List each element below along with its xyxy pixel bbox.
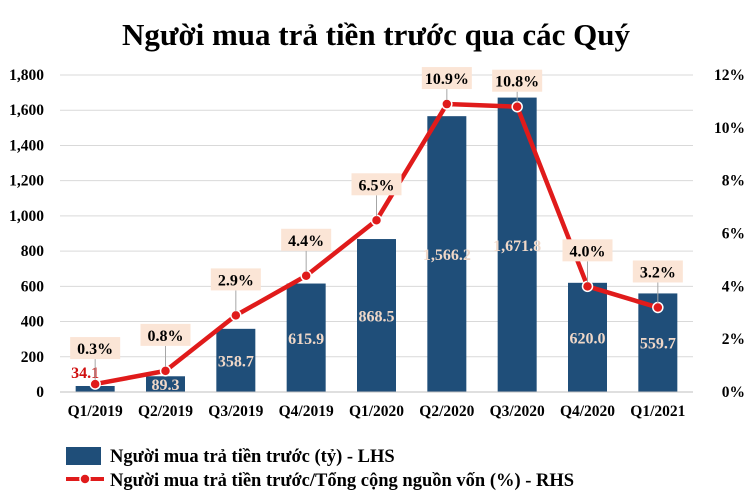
x-tick-label: Q1/2021 [630, 403, 685, 420]
bar [568, 282, 607, 392]
x-tick-label: Q4/2020 [560, 403, 615, 420]
line-data-label-box [70, 337, 121, 360]
line-data-label: 4.4% [288, 233, 324, 250]
line-data-label-box [492, 69, 543, 92]
x-tick-label: Q4/2019 [279, 403, 334, 420]
x-tick-label: Q1/2019 [68, 403, 123, 420]
x-tick-label: Q1/2020 [349, 403, 404, 420]
bar [427, 116, 467, 392]
x-axis: Q1/2019 Q2/2019 Q3/2019 Q4/2019 Q1/2020 Q2/20… [68, 403, 686, 420]
bar [357, 239, 396, 392]
line-data-label-box [562, 239, 613, 262]
bar-data-labels: 34.1 89.3 358.7 615.9 868.5 1,566.2 1,671.8 620… [71, 238, 676, 394]
bar [286, 283, 326, 392]
line-point [370, 214, 383, 227]
y-left-tick-label: 400 [21, 314, 45, 331]
legend-line-label: Người mua trả tiền trước/Tổng cộng nguồn… [110, 471, 574, 491]
line-data-label: 6.5% [359, 177, 395, 194]
line-point [652, 301, 664, 314]
line-data-label: 0.8% [148, 328, 184, 345]
y-left-tick-label: 800 [21, 243, 45, 260]
line-data-label-box [210, 268, 261, 291]
y-left-tick-label: 1,400 [9, 137, 44, 154]
bar [497, 97, 537, 392]
line-data-label: 3.2% [640, 264, 676, 281]
line-data-label: 0.3% [77, 341, 113, 358]
x-tick-label: Q3/2019 [208, 403, 263, 420]
bar-data-label: 1,566.2 [423, 247, 471, 264]
bar-data-label: 868.5 [359, 309, 395, 326]
line-series [89, 98, 664, 390]
line-point [159, 365, 172, 377]
y-left-tick-label: 0 [36, 384, 44, 401]
bar-data-label: 620.0 [570, 330, 606, 347]
line-data-label-box [351, 173, 402, 196]
bar-data-label: 358.7 [218, 353, 254, 370]
x-tick-label: Q3/2020 [490, 403, 545, 420]
line-data-label: 10.9% [425, 71, 469, 88]
y-right-tick-label: 0% [722, 384, 745, 401]
legend-bar-label: Người mua trả tiền trước (tỷ) - LHS [110, 447, 395, 467]
y-left-tick-label: 1,200 [9, 173, 44, 190]
line-data-label: 4.0% [570, 243, 606, 260]
bar-data-label: 34.1 [71, 365, 99, 382]
bar [146, 376, 185, 392]
line-point [230, 309, 242, 322]
bar-data-label: 615.9 [288, 331, 324, 348]
line-point [511, 100, 523, 113]
y-left-tick-label: 1,000 [9, 208, 44, 225]
bar-series [75, 97, 678, 392]
x-tick-label: Q2/2020 [419, 403, 474, 420]
line-data-label-box [140, 323, 191, 346]
line-point [581, 280, 594, 293]
line-data-label-box [281, 228, 332, 251]
line-data-label: 10.8% [495, 74, 539, 91]
y-right-tick-label: 12% [714, 67, 745, 84]
x-tick-label: Q2/2019 [138, 403, 193, 420]
bar-data-label: 559.7 [640, 336, 676, 353]
chart-title: Người mua trả tiền trước qua các Quý [122, 17, 631, 52]
y-left-tick-label: 200 [21, 349, 45, 366]
bar-data-label: 1,671.8 [493, 238, 541, 255]
right-axis: 0% 2% 4% 6% 8% 10% 12% [714, 67, 745, 401]
legend-bar-swatch [66, 447, 101, 465]
y-right-tick-label: 2% [722, 331, 745, 348]
y-right-tick-label: 10% [714, 120, 745, 137]
bar-data-label: 89.3 [152, 377, 180, 394]
line-data-label-box [632, 260, 683, 283]
bar [216, 328, 256, 392]
y-left-tick-label: 1,600 [9, 102, 44, 119]
y-left-tick-label: 600 [21, 278, 45, 295]
y-right-tick-label: 6% [722, 226, 745, 243]
y-right-tick-label: 8% [722, 173, 745, 190]
y-left-tick-label: 1,800 [9, 67, 44, 84]
line-data-label-box [421, 67, 472, 90]
line-data-labels: 0.3% 0.8% 2.9% 4.4% 6.5% 10.9% 10.8% 4.0% 3.2% [70, 67, 683, 381]
line-point [300, 270, 312, 282]
line-data-label: 2.9% [218, 272, 254, 289]
line-point [441, 98, 453, 110]
line-point [89, 378, 101, 390]
y-right-tick-label: 4% [722, 278, 745, 295]
legend-line-marker [79, 473, 91, 485]
legend: Người mua trả tiền trước (tỷ) - LHS Ngườ… [66, 447, 574, 491]
left-axis: 0 200 400 600 800 1,000 1,200 1,400 1,600 1,800 [9, 67, 44, 401]
